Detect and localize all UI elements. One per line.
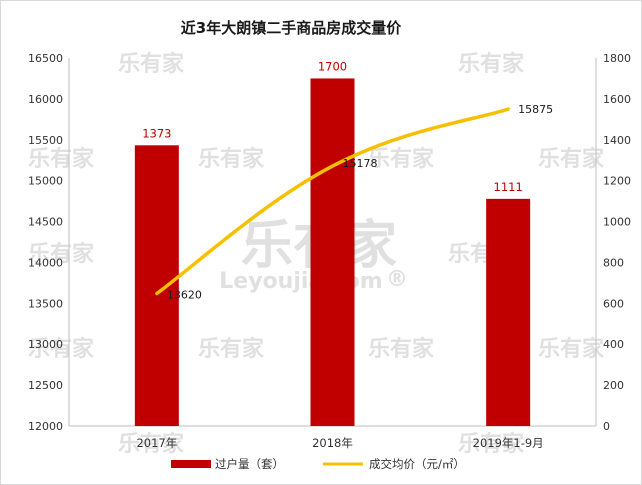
y-axis-left-tick-label: 14000 <box>28 256 63 269</box>
y-axis-left-tick-label: 16000 <box>28 93 63 106</box>
watermark-brand: 乐有家 <box>458 51 525 77</box>
line-label-0: 13620 <box>167 289 202 302</box>
y-axis-left-ticks: 12000 12500 13000 13500 14000 14500 15000 15500… <box>28 52 63 433</box>
y-axis-left-tick-label: 15500 <box>28 134 63 147</box>
watermark-brand: 乐有家 <box>368 146 435 172</box>
watermark-brand: 乐有家 <box>28 336 95 362</box>
legend: 过户量（套） 成交均价（元/㎡） <box>171 457 465 471</box>
y-axis-right-tick-label: 800 <box>603 256 624 269</box>
bar-series <box>134 78 531 426</box>
legend-label-bar: 过户量（套） <box>215 457 284 471</box>
bar-0 <box>134 145 179 426</box>
watermark-layer: 乐有家 乐有家乐有家 乐有家 乐有家 乐有家乐有家 乐有家乐有家 乐有家 乐有家 乐有家乐有家乐… <box>28 51 605 457</box>
bar-1 <box>310 78 355 426</box>
watermark-registered-mark: ® <box>386 267 408 292</box>
line-label-2: 15875 <box>518 103 553 116</box>
bar-label-2: 1111 <box>494 180 523 194</box>
chart-title: 近3年大朗镇二手商品房成交量价 <box>181 19 402 37</box>
x-axis-categories: 2017年 2018年 2019年1-9月 <box>136 436 543 450</box>
y-axis-left-tick-label: 13000 <box>28 338 63 351</box>
y-axis-left-tick-label: 12500 <box>28 379 63 392</box>
y-axis-left-tick-label: 13500 <box>28 297 63 310</box>
y-axis-right-tick-label: 1000 <box>603 216 631 229</box>
y-axis-left-tick-label: 16500 <box>28 52 63 65</box>
watermark-brand: 乐有家 <box>198 146 265 172</box>
y-axis-right-tick-label: 600 <box>603 297 624 310</box>
y-axis-right-tick-label: 1800 <box>603 52 631 65</box>
legend-swatch-bar <box>171 460 211 468</box>
y-axis-right-tick-label: 1200 <box>603 175 631 188</box>
bar-2 <box>486 198 531 426</box>
watermark-brand: 乐有家 <box>28 241 95 267</box>
watermark-brand: 乐有家 <box>118 431 185 457</box>
y-axis-right-tick-label: 200 <box>603 379 624 392</box>
y-axis-right-tick-label: 0 <box>603 420 610 433</box>
line-series <box>155 107 510 296</box>
bar-data-labels: 1373 1700 1111 <box>142 59 523 193</box>
bar-label-0: 1373 <box>142 126 171 140</box>
y-axis-left-tick-label: 14500 <box>28 216 63 229</box>
y-axis-right-ticks: 0 200 400 600 800 1000 1200 1400 1600 1800 <box>603 52 631 433</box>
y-axis-right-tick-label: 1600 <box>603 93 631 106</box>
watermark-site: Leyoujia.com <box>219 269 382 294</box>
bar-label-1: 1700 <box>318 59 347 73</box>
line-point-1 <box>331 164 334 168</box>
watermark-brand: 乐有家 <box>198 336 265 362</box>
line-point-0 <box>155 292 159 296</box>
y-axis-left-tick-label: 15000 <box>28 175 63 188</box>
x-axis-category-2: 2019年1-9月 <box>473 436 544 450</box>
legend-label-line: 成交均价（元/㎡） <box>369 457 465 471</box>
y-axis-right-tick-label: 400 <box>603 338 624 351</box>
line-data-labels: 13620 15178 15875 <box>167 103 553 301</box>
watermark-brand: 乐有家 <box>538 146 605 172</box>
x-axis-category-1: 2018年 <box>312 436 353 450</box>
watermark-brand: 乐有家 <box>538 336 605 362</box>
watermark-brand: 乐有家 <box>368 336 435 362</box>
y-axis-right-tick-label: 1400 <box>603 134 631 147</box>
watermark-brand: 乐有家 <box>118 51 185 77</box>
line-label-1: 15178 <box>343 157 378 170</box>
watermark-brand: 乐有家 <box>28 146 95 172</box>
watermark-brand: 乐有家 <box>458 431 525 457</box>
x-axis-category-0: 2017年 <box>136 436 177 450</box>
line-point-2 <box>506 107 510 111</box>
y-axis-left-tick-label: 12000 <box>28 420 63 433</box>
